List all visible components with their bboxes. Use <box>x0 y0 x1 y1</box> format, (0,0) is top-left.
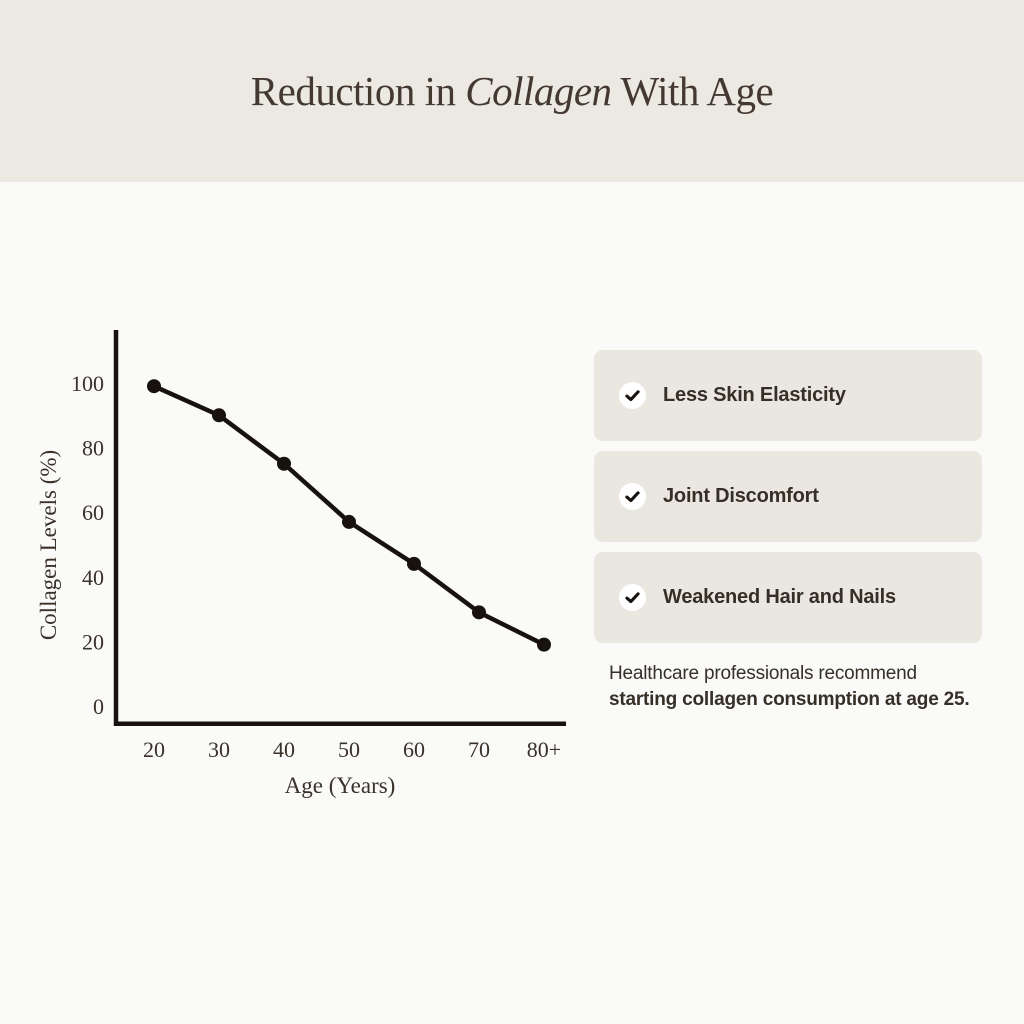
symptom-label: Joint Discomfort <box>663 485 819 507</box>
page-title: Reduction in Collagen With Age <box>250 67 774 115</box>
y-tick-label: 100 <box>71 371 104 396</box>
x-tick-label: 70 <box>468 737 490 762</box>
x-tick-label: 30 <box>208 737 230 762</box>
title-italic: Collagen <box>465 68 612 114</box>
y-tick-label: 20 <box>82 629 104 654</box>
symptom-list: Less Skin Elasticity Joint Discomfort We… <box>594 350 982 653</box>
y-tick-label: 80 <box>82 436 104 461</box>
symptom-card-skin: Less Skin Elasticity <box>594 350 982 441</box>
data-point <box>147 379 161 394</box>
y-tick-label: 0 <box>93 694 104 719</box>
header-band: Reduction in Collagen With Age <box>0 0 1024 182</box>
y-tick-label: 60 <box>82 500 104 525</box>
check-icon <box>619 483 646 510</box>
check-icon <box>619 584 646 611</box>
check-icon <box>619 382 646 409</box>
x-axis-title: Age (Years) <box>285 773 396 798</box>
title-prefix: Reduction in <box>250 68 466 114</box>
symptom-card-hair-nails: Weakened Hair and Nails <box>594 552 982 643</box>
title-suffix: With Age <box>611 68 774 114</box>
x-tick-label: 60 <box>403 737 425 762</box>
recommendation-note: Healthcare professionals recommend start… <box>609 661 981 713</box>
x-tick-label: 80+ <box>527 737 561 762</box>
x-tick-label: 50 <box>338 737 360 762</box>
symptom-card-joint: Joint Discomfort <box>594 451 982 542</box>
x-tick-label: 20 <box>143 737 165 762</box>
symptom-label: Less Skin Elasticity <box>663 384 846 406</box>
data-point <box>277 456 291 471</box>
data-point <box>472 605 486 620</box>
note-line-2: starting collagen consumption at age 25. <box>609 689 970 710</box>
chart-axes <box>113 330 566 727</box>
note-line-1: Healthcare professionals recommend <box>609 663 917 684</box>
data-point <box>407 556 421 571</box>
data-point <box>212 408 226 423</box>
data-point <box>537 637 551 652</box>
data-point <box>342 514 356 529</box>
y-axis-title: Collagen Levels (%) <box>36 450 61 640</box>
x-tick-label: 40 <box>273 737 295 762</box>
y-tick-label: 40 <box>82 565 104 590</box>
symptom-label: Weakened Hair and Nails <box>663 586 896 608</box>
